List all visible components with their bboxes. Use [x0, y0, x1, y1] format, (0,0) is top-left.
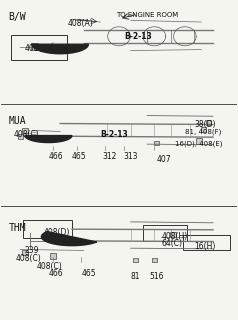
Text: 465: 465	[81, 269, 96, 278]
Text: 466: 466	[49, 152, 63, 161]
Bar	[22, 128, 28, 133]
Text: 466: 466	[49, 269, 63, 278]
Bar	[133, 258, 138, 262]
Text: 408(C): 408(C)	[13, 130, 39, 139]
Text: 408(B): 408(B)	[25, 44, 50, 53]
Text: 16(D), 408(E): 16(D), 408(E)	[175, 140, 223, 147]
Polygon shape	[25, 136, 72, 142]
Text: 16(H): 16(H)	[194, 243, 216, 252]
Bar	[152, 258, 157, 262]
Bar	[206, 120, 211, 125]
Text: 408(D): 408(D)	[44, 228, 70, 237]
Text: 239: 239	[25, 246, 40, 255]
Text: 313: 313	[124, 152, 138, 161]
Text: 408(C): 408(C)	[15, 253, 41, 263]
Text: 408(C): 408(C)	[37, 262, 62, 271]
Text: B-2-13: B-2-13	[124, 32, 152, 41]
Text: 38(D): 38(D)	[194, 120, 216, 129]
Bar	[23, 220, 72, 238]
Bar	[11, 35, 67, 60]
Text: MUA: MUA	[8, 116, 26, 125]
Bar	[143, 225, 187, 241]
Bar	[183, 235, 230, 251]
Text: 408(A): 408(A)	[67, 19, 93, 28]
Text: 408(H): 408(H)	[161, 232, 188, 241]
Text: 312: 312	[103, 152, 117, 161]
Bar	[18, 134, 23, 139]
Bar	[50, 253, 56, 259]
Bar	[201, 127, 206, 132]
Text: 64(C): 64(C)	[161, 239, 182, 248]
Polygon shape	[41, 232, 97, 246]
Bar	[22, 250, 28, 255]
Text: THM: THM	[8, 223, 26, 234]
Bar	[154, 141, 159, 146]
Text: 407: 407	[157, 155, 171, 164]
Text: 465: 465	[72, 152, 87, 161]
Text: TO ENGINE ROOM: TO ENGINE ROOM	[116, 12, 178, 19]
Text: 516: 516	[149, 272, 164, 281]
Text: B/W: B/W	[8, 12, 26, 22]
Text: 81: 81	[131, 272, 140, 281]
Bar	[31, 43, 38, 50]
Polygon shape	[32, 44, 89, 54]
Bar	[196, 138, 202, 144]
Text: B-2-13: B-2-13	[100, 130, 128, 139]
Text: 81, 408(F): 81, 408(F)	[185, 129, 221, 135]
Bar	[170, 232, 176, 237]
